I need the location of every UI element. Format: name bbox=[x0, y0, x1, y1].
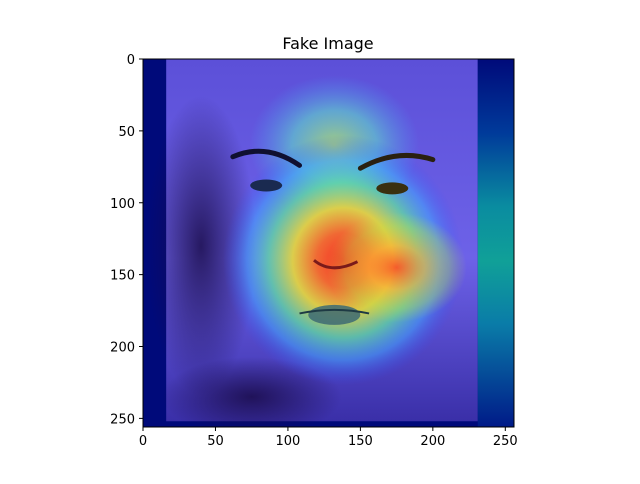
heatmap-image bbox=[143, 59, 514, 427]
x-axis: 0 50 100 150 200 250 bbox=[139, 427, 518, 449]
right-activation-band bbox=[477, 59, 514, 427]
x-tick-label: 200 bbox=[420, 434, 445, 449]
x-tick-label: 100 bbox=[276, 434, 301, 449]
x-tick-label: 250 bbox=[493, 434, 518, 449]
hair-shadow-left bbox=[145, 95, 256, 396]
nose bbox=[313, 259, 359, 270]
x-tick-label: 150 bbox=[348, 434, 373, 449]
y-tick-label: 50 bbox=[118, 125, 135, 140]
cheek-activation bbox=[326, 212, 467, 323]
y-tick-label: 150 bbox=[110, 269, 135, 284]
y-tick-label: 200 bbox=[110, 341, 135, 356]
lips bbox=[308, 304, 361, 325]
y-tick-label: 100 bbox=[110, 197, 135, 212]
lip-line bbox=[299, 308, 370, 315]
chart-title: Fake Image bbox=[282, 34, 373, 53]
facial-features bbox=[230, 148, 436, 325]
y-axis: 0 50 100 150 200 250 bbox=[110, 53, 143, 427]
x-tick-label: 50 bbox=[207, 434, 224, 449]
left-eye bbox=[250, 179, 283, 192]
right-eye bbox=[376, 182, 409, 195]
y-tick-label: 0 bbox=[127, 53, 135, 68]
axes-frame bbox=[142, 58, 515, 428]
right-eyebrow bbox=[357, 152, 436, 171]
left-eyebrow bbox=[230, 148, 303, 168]
x-tick-label: 0 bbox=[139, 434, 147, 449]
y-tick-label: 250 bbox=[110, 412, 135, 427]
